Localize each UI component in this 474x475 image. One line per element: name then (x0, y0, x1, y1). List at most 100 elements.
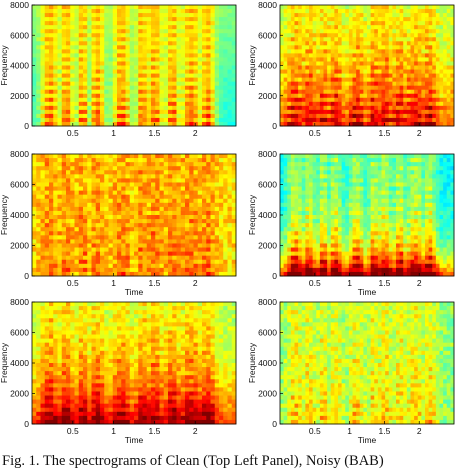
spectrogram-cell (189, 73, 194, 78)
spectrogram-cell (223, 271, 228, 277)
spectrogram-cell (163, 174, 169, 179)
spectrogram-cell (185, 219, 190, 224)
spectrogram-cell (223, 235, 228, 240)
spectrogram-cell (36, 33, 41, 38)
spectrogram-cell (312, 219, 317, 224)
spectrogram-cell (155, 97, 160, 103)
spectrogram-cell (425, 69, 430, 74)
spectrogram-cell (87, 231, 92, 236)
spectrogram-cell (129, 61, 135, 66)
spectrogram-cell (210, 263, 216, 269)
spectrogram-cell (40, 231, 46, 236)
spectrogram-cell (348, 235, 353, 240)
spectrogram-cell (163, 45, 169, 50)
spectrogram-cell (74, 121, 80, 127)
spectrogram-cell (40, 190, 46, 196)
spectrogram-cell (301, 243, 306, 248)
spectrogram-cell (327, 121, 332, 127)
spectrogram-cell (108, 247, 114, 252)
spectrogram-cell (206, 223, 211, 228)
spectrogram-cell (316, 73, 321, 78)
spectrogram-cell (323, 235, 328, 240)
spectrogram-cell (197, 235, 203, 240)
spectrogram-cell (319, 170, 324, 175)
spectrogram-cell (396, 5, 401, 10)
spectrogram-cell (309, 202, 314, 208)
spectrogram-cell (309, 93, 314, 99)
spectrogram-cell (381, 121, 386, 127)
spectrogram-cell (374, 121, 379, 127)
spectrogram-cell (87, 223, 92, 228)
spectrogram-cell (61, 17, 67, 22)
spectrogram-cell (117, 73, 122, 78)
spectrogram-cell (341, 21, 346, 26)
spectrogram-cell (125, 21, 131, 26)
spectrogram-cell (125, 57, 131, 62)
spectrogram-cell (78, 182, 84, 187)
spectrogram-cell (410, 33, 415, 38)
spectrogram-cell (151, 206, 156, 212)
spectrogram-cell (66, 57, 71, 62)
spectrogram-cell (36, 9, 41, 14)
spectrogram-cell (172, 57, 177, 62)
spectrogram-cell (435, 5, 440, 10)
spectrogram-cell (104, 239, 109, 244)
spectrogram-cell (305, 178, 310, 183)
spectrogram-cell (312, 69, 317, 74)
spectrogram-cell (155, 267, 160, 273)
spectrogram-cell (189, 113, 194, 119)
spectrogram-cell (323, 154, 328, 159)
spectrogram-cell (374, 9, 379, 14)
spectrogram-cell (319, 37, 324, 42)
spectrogram-cell (374, 65, 379, 70)
spectrogram-cell (146, 202, 152, 208)
spectrogram-cell (193, 243, 199, 248)
spectrogram-cell (197, 174, 203, 179)
spectrogram-cell (180, 206, 186, 212)
spectrogram-cell (363, 77, 368, 83)
spectrogram-cells (32, 5, 237, 127)
spectrogram-cell (377, 101, 382, 107)
x-tick-label: 0.5 (309, 128, 321, 138)
spectrogram-cell (70, 89, 75, 95)
spectrogram-cell (283, 101, 288, 107)
spectrogram-cell (44, 77, 50, 83)
spectrogram-cell (53, 194, 58, 200)
spectrogram-cell (410, 17, 415, 22)
spectrogram-cell (392, 69, 397, 74)
spectrogram-cell (231, 65, 237, 70)
spectrogram-cell (330, 85, 335, 91)
spectrogram-cell (134, 89, 139, 95)
spectrogram-cell (323, 227, 328, 232)
spectrogram-cell (121, 231, 126, 236)
spectrogram-cell (231, 109, 237, 115)
spectrogram-cell (53, 41, 58, 46)
spectrogram-cell (121, 198, 126, 204)
spectrogram-cell (356, 121, 361, 127)
spectrogram-cell (385, 25, 390, 30)
spectrogram-cell (319, 182, 324, 187)
spectrogram-cell (146, 271, 152, 277)
spectrogram-cell (309, 17, 314, 22)
spectrogram-cell (121, 69, 126, 74)
spectrogram-cell (57, 49, 63, 54)
spectrogram-cell (180, 37, 186, 42)
spectrogram-cell (197, 53, 203, 58)
spectrogram-cell (108, 259, 114, 265)
spectrogram-cell (287, 37, 292, 42)
spectrogram-cell (197, 259, 203, 265)
spectrogram-cell (66, 190, 71, 196)
spectrogram-cell (316, 65, 321, 70)
spectrogram-cell (57, 202, 63, 208)
spectrogram-cell (155, 223, 160, 228)
spectrogram-cell (129, 73, 135, 78)
spectrogram-cell (151, 202, 156, 208)
spectrogram-cell (219, 13, 224, 18)
spectrogram-cell (121, 45, 126, 50)
spectrogram-cell (138, 85, 143, 91)
spectrogram-cell (370, 117, 375, 123)
spectrogram-cell (108, 243, 114, 248)
spectrogram-cell (49, 93, 54, 99)
spectrogram-cell (176, 235, 182, 240)
spectrogram-cell (309, 69, 314, 74)
